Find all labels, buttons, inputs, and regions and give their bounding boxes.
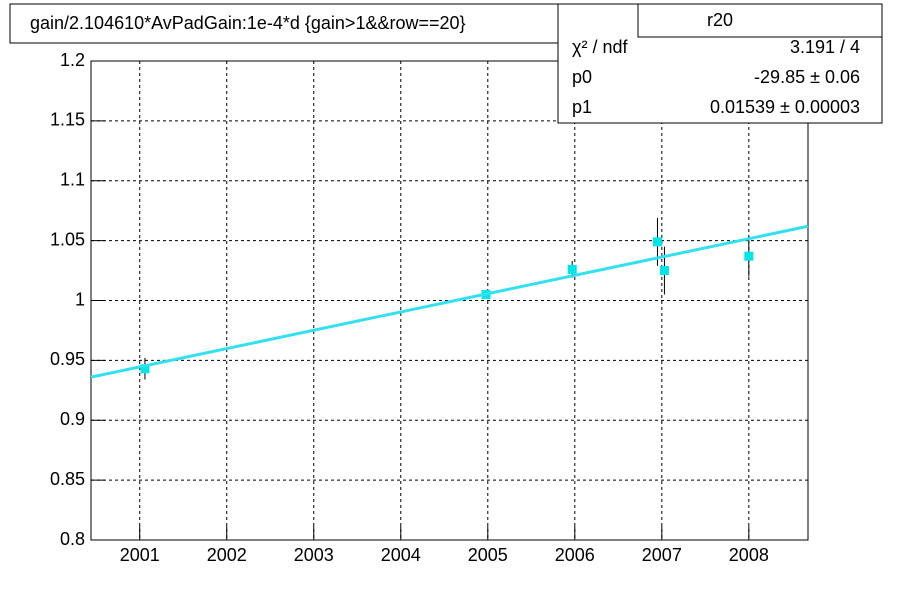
x-tick-label: 2004 bbox=[381, 545, 421, 565]
x-tick-label: 2005 bbox=[468, 545, 508, 565]
point bbox=[140, 364, 150, 374]
stats-value: -29.85 ± 0.06 bbox=[754, 67, 860, 87]
point bbox=[744, 251, 754, 261]
stats-label: χ² / ndf bbox=[572, 37, 628, 57]
point bbox=[567, 264, 577, 274]
y-tick-label: 0.9 bbox=[60, 409, 85, 429]
stats-label: p1 bbox=[572, 97, 592, 117]
y-tick-label: 1.15 bbox=[50, 110, 85, 130]
y-tick-label: 1.2 bbox=[60, 50, 85, 70]
stats-header bbox=[637, 3, 883, 38]
y-tick-label: 1.05 bbox=[50, 229, 85, 249]
x-tick-label: 2006 bbox=[555, 545, 595, 565]
x-tick-label: 2008 bbox=[729, 545, 769, 565]
chart-title: gain/2.104610*AvPadGain:1e-4*d {gain>1&&… bbox=[30, 13, 466, 33]
point bbox=[659, 266, 669, 276]
point bbox=[652, 237, 662, 247]
fit-line bbox=[90, 224, 809, 379]
y-tick-label: 0.85 bbox=[50, 469, 85, 489]
title-box bbox=[9, 3, 639, 44]
x-tick-label: 2002 bbox=[207, 545, 247, 565]
x-tick-label: 2007 bbox=[642, 545, 682, 565]
y-tick-label: 0.8 bbox=[60, 529, 85, 549]
stats-label: p0 bbox=[572, 67, 592, 87]
stats-title: r20 bbox=[707, 10, 733, 30]
stats-value: 0.01539 ± 0.00003 bbox=[710, 97, 860, 117]
x-tick-label: 2003 bbox=[294, 545, 334, 565]
y-tick-label: 1 bbox=[75, 289, 85, 309]
stats-value: 3.191 / 4 bbox=[790, 37, 860, 57]
y-tick-label: 1.1 bbox=[60, 170, 85, 190]
x-tick-label: 2001 bbox=[120, 545, 160, 565]
y-tick-label: 0.95 bbox=[50, 349, 85, 369]
